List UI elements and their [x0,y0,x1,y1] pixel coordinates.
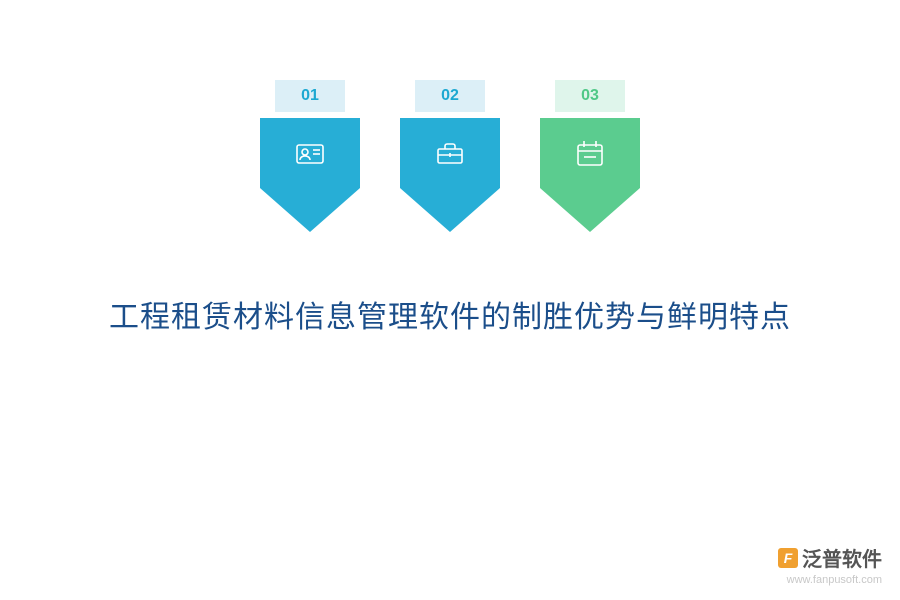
arrow-tip [540,188,640,232]
toolbox-icon [433,136,467,170]
arrow-body [540,118,640,188]
watermark-url: www.fanpusoft.com [778,574,882,586]
main-title: 工程租赁材料信息管理软件的制胜优势与鲜明特点 [0,292,900,336]
arrow-item-1: 01 [260,80,360,232]
arrow-body [400,118,500,188]
arrow-item-2: 02 [400,80,500,232]
arrow-tip [260,188,360,232]
arrow-number-tab: 03 [555,80,625,112]
arrow-item-3: 03 [540,80,640,232]
arrow-body [260,118,360,188]
calendar-icon [573,136,607,170]
id-card-icon [293,136,327,170]
arrow-number-tab: 02 [415,80,485,112]
arrows-row: 01 02 03 [0,0,900,232]
watermark-logo-icon: F [778,548,798,568]
watermark-brand-text: 泛普软件 [802,543,882,572]
watermark-brand: F 泛普软件 [778,543,882,572]
arrow-number-tab: 01 [275,80,345,112]
watermark: F 泛普软件 www.fanpusoft.com [778,543,882,586]
arrow-tip [400,188,500,232]
